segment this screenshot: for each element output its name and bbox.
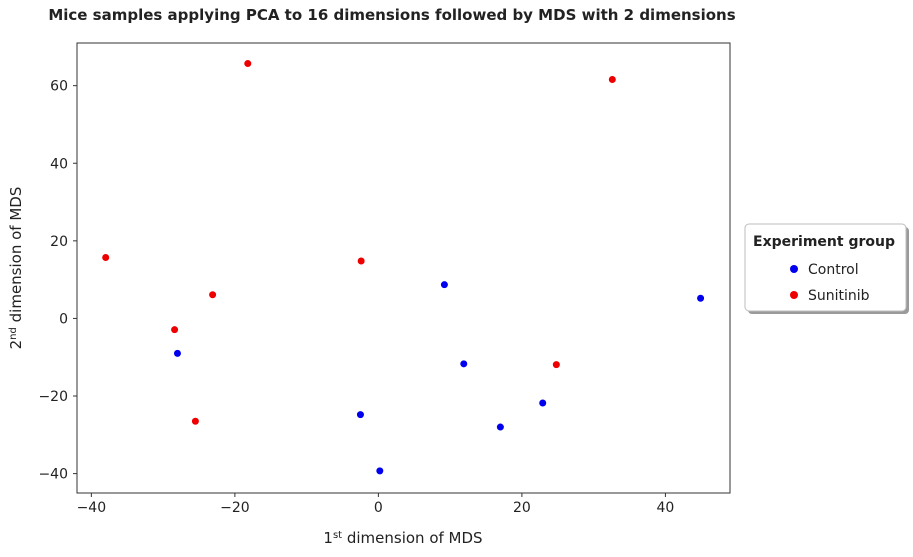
data-points-layer (102, 60, 705, 475)
data-point-control (356, 411, 364, 419)
legend-title: Experiment group (753, 234, 895, 250)
x-tick-label: 40 (657, 500, 675, 516)
legend-box (744, 223, 907, 312)
data-point-sunitinib (171, 326, 179, 334)
legend: Experiment group Control Sunitinib (744, 223, 909, 314)
x-axis-label: 1st dimension of MDS (323, 529, 482, 547)
x-axis-ticks: −40 −20 0 20 40 (77, 493, 675, 516)
y-tick-label: −40 (38, 467, 68, 483)
y-tick-label: 40 (50, 156, 68, 172)
y-tick-label: 20 (50, 234, 68, 250)
x-tick-label: −40 (77, 500, 107, 516)
legend-label-control: Control (808, 262, 859, 278)
data-point-control (440, 281, 448, 289)
data-point-sunitinib (357, 257, 365, 265)
legend-items: Control Sunitinib (790, 262, 870, 304)
data-point-control (697, 294, 705, 302)
data-point-control (460, 360, 468, 368)
plot-area (76, 42, 731, 494)
data-point-sunitinib (244, 60, 252, 68)
y-axis-ticks: −40 −20 0 20 40 60 (38, 79, 77, 483)
x-axis-label-prefix: 1 (323, 529, 333, 547)
data-point-control (539, 399, 547, 407)
y-axis-label-suffix: dimension of MDS (7, 187, 25, 327)
y-tick-label: 0 (59, 311, 68, 327)
data-point-sunitinib (102, 254, 110, 262)
x-axis-label-superscript: st (333, 530, 342, 541)
y-axis-label-prefix: 2 (7, 340, 25, 350)
data-point-control (376, 467, 384, 475)
y-tick-label: −20 (38, 389, 68, 405)
x-axis-label-suffix: dimension of MDS (342, 529, 482, 547)
y-tick-label: 60 (50, 79, 68, 95)
x-tick-label: 20 (513, 500, 531, 516)
data-point-control (173, 349, 181, 357)
y-axis-label-superscript: nd (8, 327, 19, 340)
y-axis-label: 2nd dimension of MDS (7, 187, 25, 350)
legend-label-sunitinib: Sunitinib (808, 288, 870, 304)
data-point-control (496, 423, 504, 431)
x-tick-label: −20 (220, 500, 250, 516)
data-point-sunitinib (552, 361, 560, 369)
x-tick-label: 0 (374, 500, 383, 516)
data-point-sunitinib (209, 291, 217, 299)
data-point-sunitinib (191, 417, 199, 425)
data-point-sunitinib (608, 75, 616, 83)
chart-title: Mice samples applying PCA to 16 dimensio… (48, 6, 735, 24)
legend-marker-sunitinib (790, 291, 798, 299)
legend-marker-control (790, 265, 798, 273)
